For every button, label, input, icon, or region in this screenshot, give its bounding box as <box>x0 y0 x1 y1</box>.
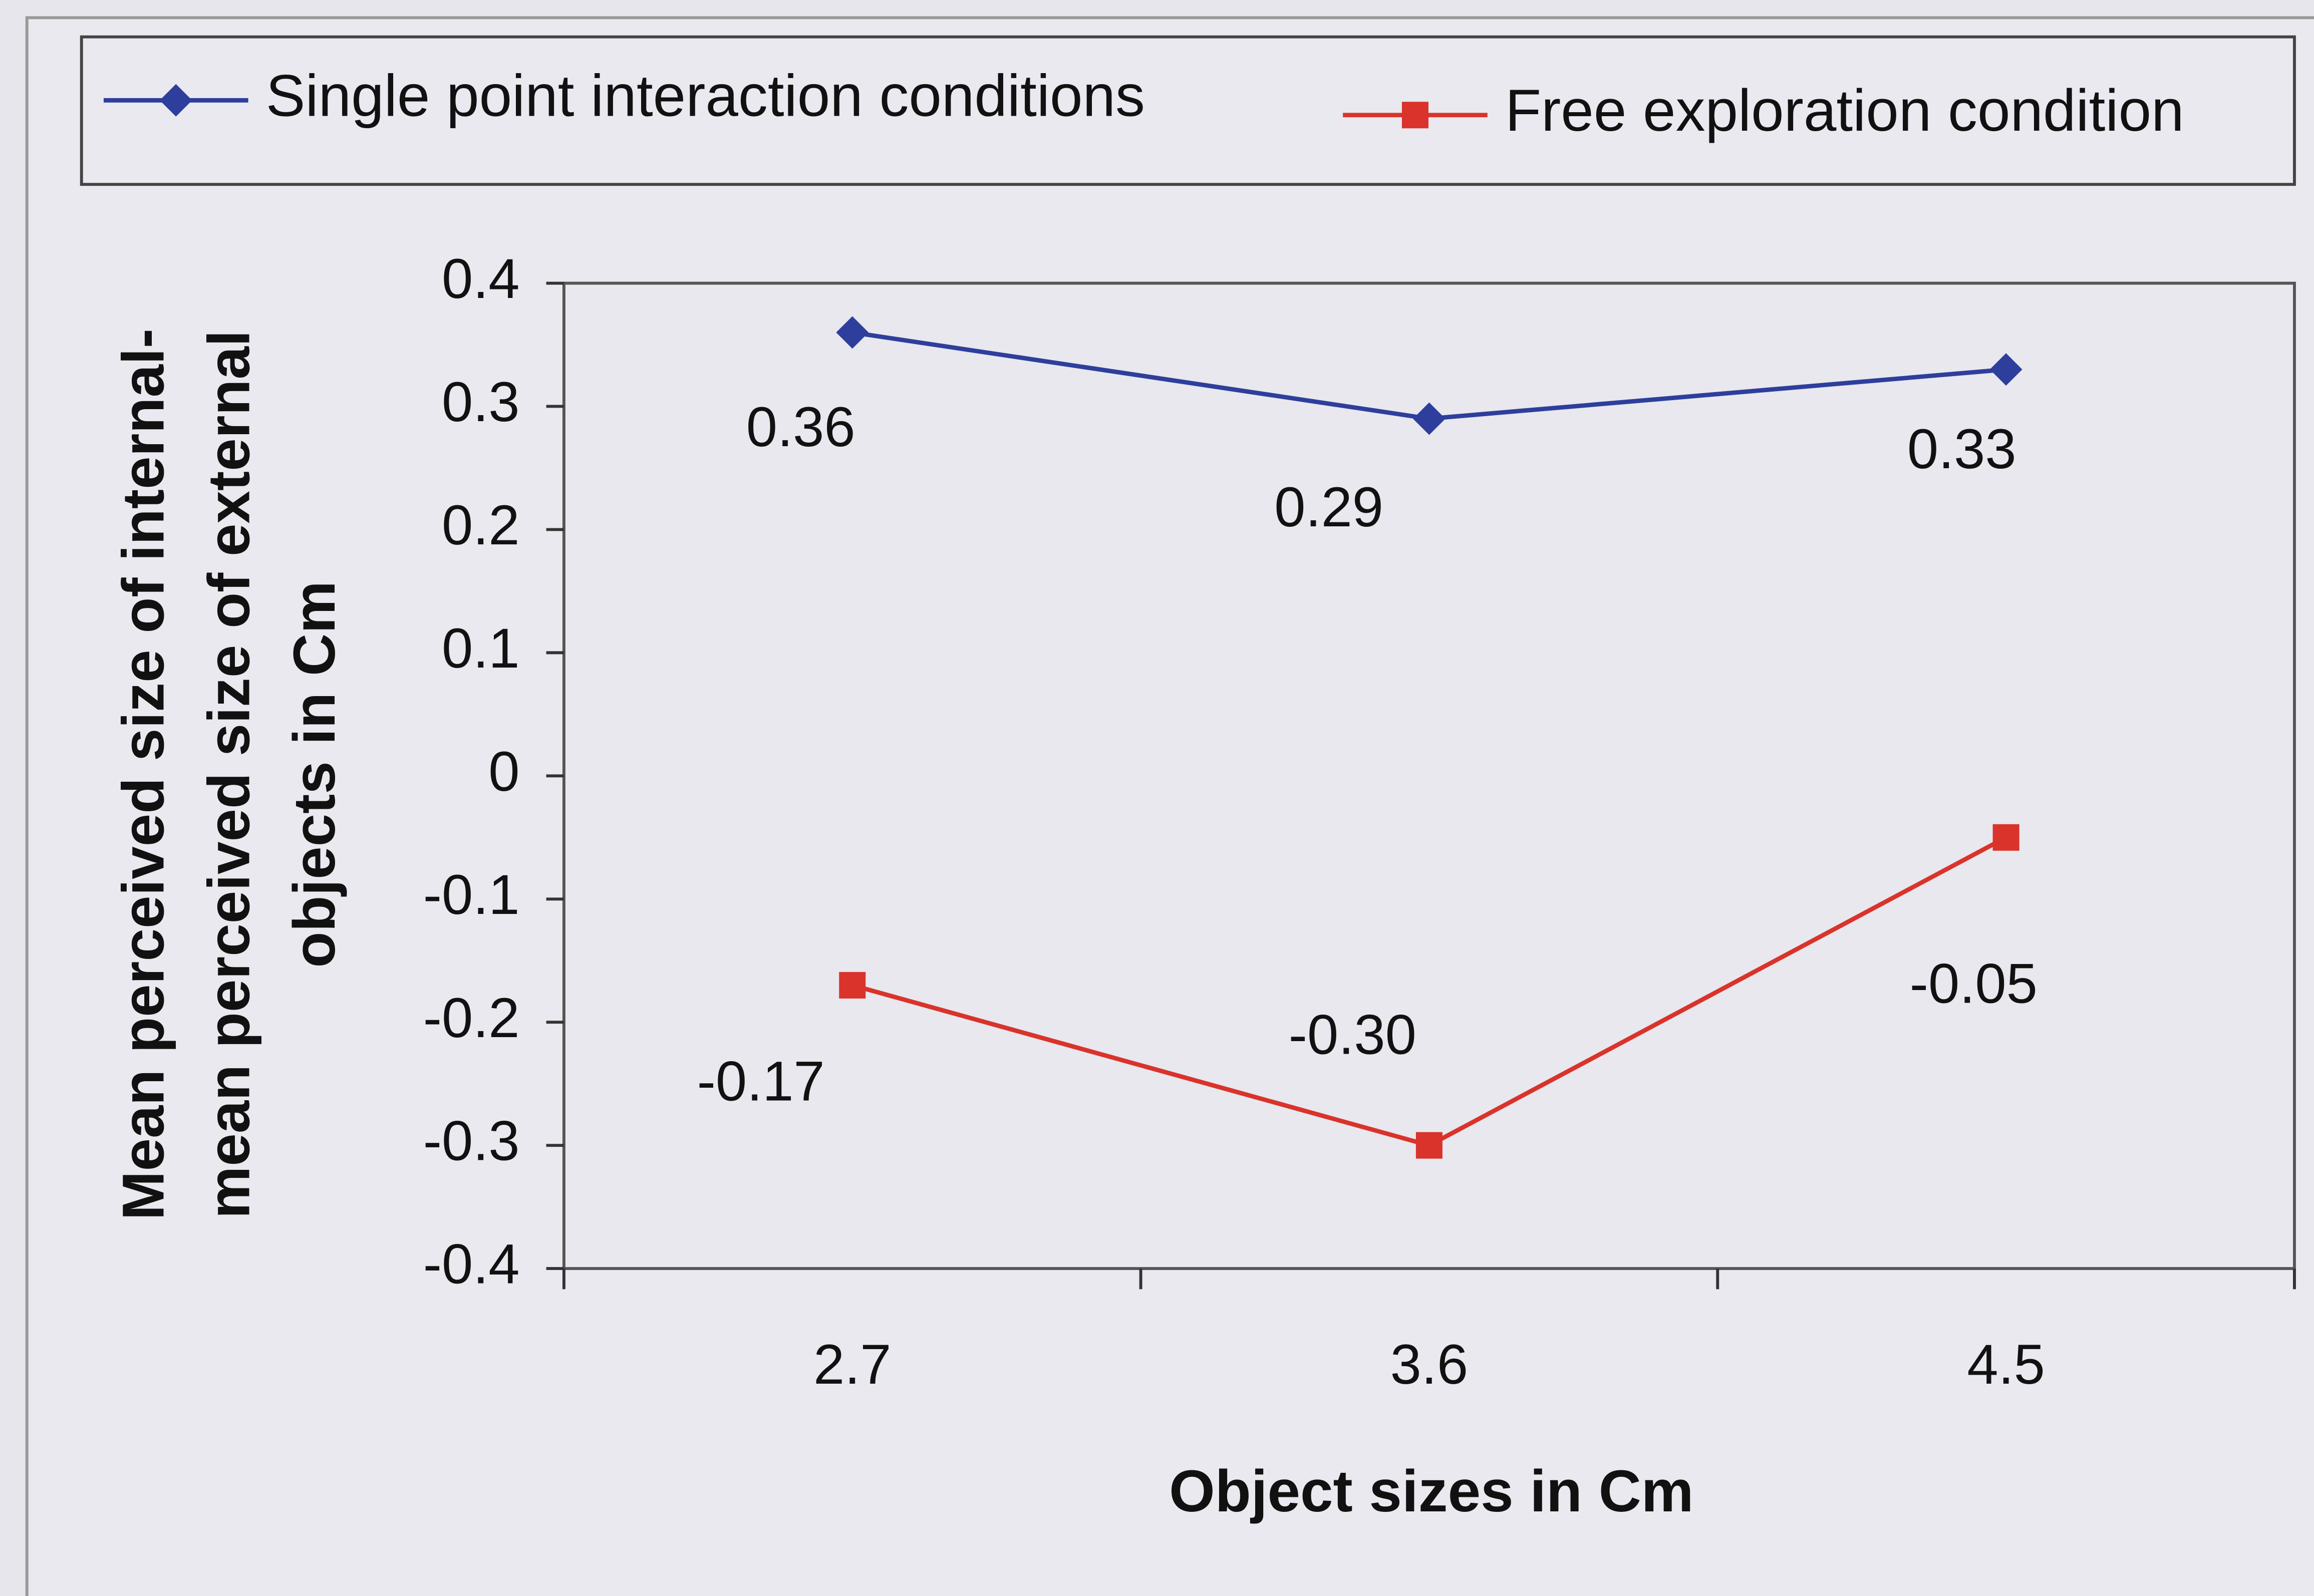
y-axis-title-line: mean perceived size of external <box>195 330 261 1218</box>
y-tick-label: -0.2 <box>423 987 520 1049</box>
data-label: 0.29 <box>1274 476 1383 538</box>
y-tick-label: -0.4 <box>423 1233 520 1296</box>
data-label: 0.36 <box>746 396 855 458</box>
y-tick-label: 0.3 <box>442 371 520 433</box>
x-tick-label: 4.5 <box>1967 1333 2045 1396</box>
y-tick-label: 0.2 <box>442 494 520 556</box>
data-label: -0.05 <box>1910 952 2038 1015</box>
legend-label: Free exploration condition <box>1505 77 2184 143</box>
data-label: 0.33 <box>1907 418 2016 480</box>
y-tick-label: -0.3 <box>423 1110 520 1172</box>
point <box>1415 1132 1442 1159</box>
x-tick-label: 3.6 <box>1390 1333 1469 1396</box>
y-tick-label: 0.4 <box>442 247 520 310</box>
y-tick-label: 0 <box>488 740 519 803</box>
y-axis-title-line: objects in Cm <box>281 581 347 968</box>
point <box>1992 824 2019 851</box>
plot-area <box>562 281 2296 1270</box>
data-label: -0.30 <box>1289 1004 1416 1066</box>
y-axis-title: Mean perceived size of internal- mean pe… <box>110 329 347 1220</box>
x-tick-label: 2.7 <box>813 1333 892 1396</box>
x-axis-title: Object sizes in Cm <box>1169 1458 1693 1524</box>
data-label: -0.17 <box>697 1050 825 1112</box>
y-axis-title-line: Mean perceived size of internal- <box>110 329 176 1220</box>
legend-marker <box>159 84 192 117</box>
point <box>839 972 866 999</box>
y-tick-label: 0.1 <box>442 617 520 680</box>
legend-box <box>80 35 2296 186</box>
y-tick-label: -0.1 <box>423 863 520 926</box>
legend-label: Single point interaction conditions <box>266 62 1145 128</box>
legend-marker <box>1401 102 1428 129</box>
